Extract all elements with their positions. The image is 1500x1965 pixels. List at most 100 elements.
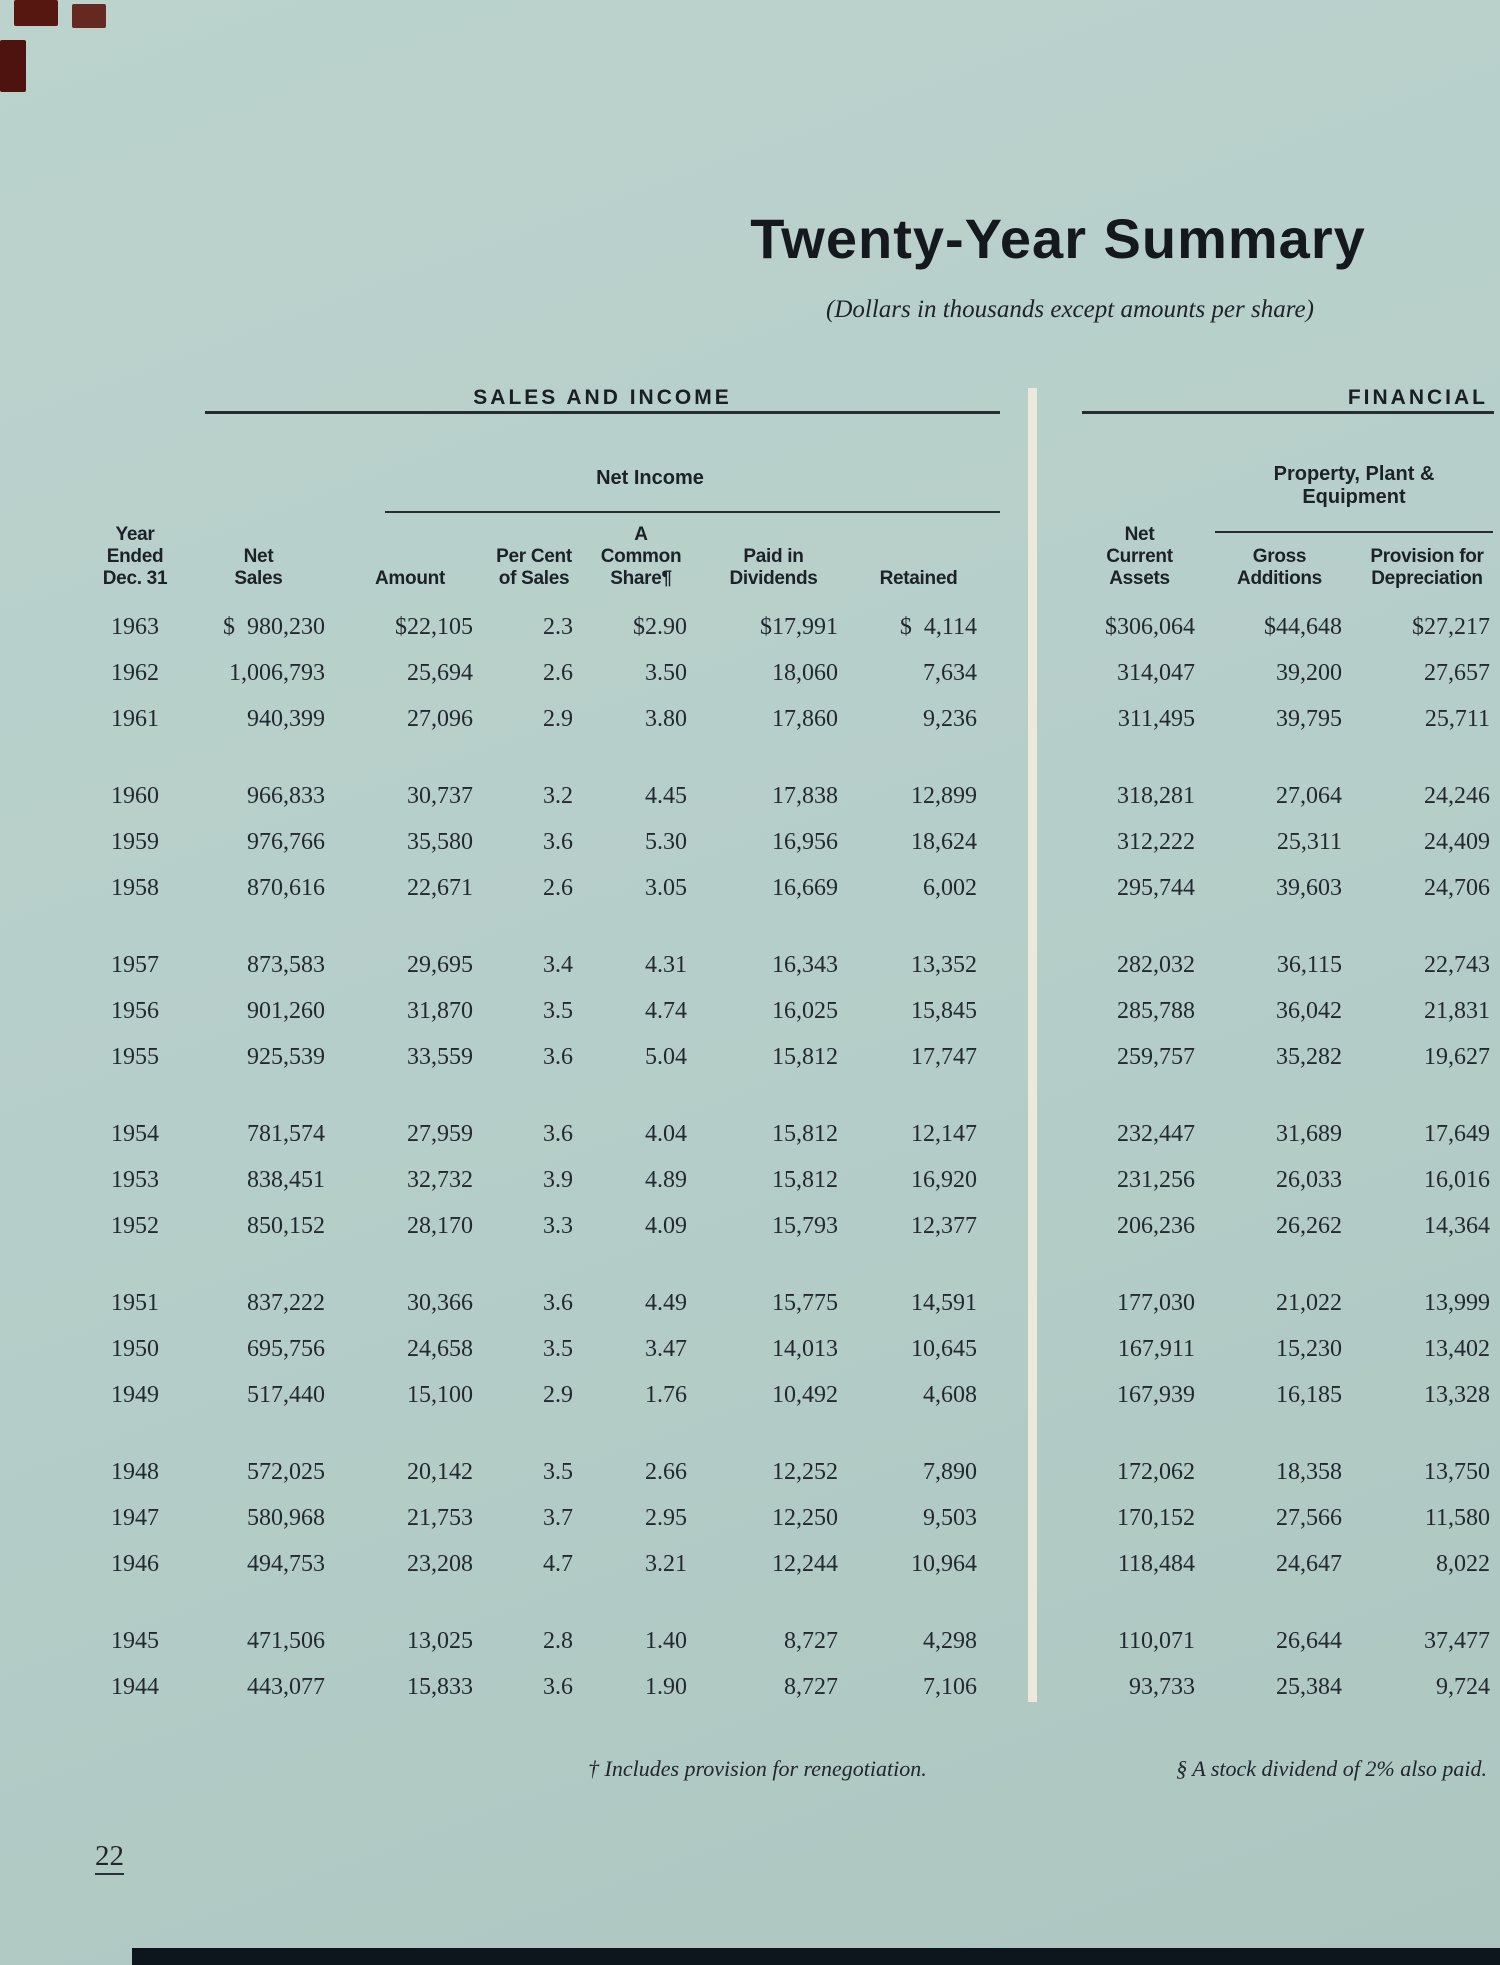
row-group: 1963 $ 980,230 $22,105 2.3 $2.90 $17,991 $ 4,1…: [100, 604, 1490, 742]
cell-amount: 13,025: [407, 1628, 473, 1654]
cell-dividends: $17,991: [760, 614, 838, 640]
col-header-nca: Net Current Assets: [1062, 524, 1195, 590]
cell-gap: [977, 1280, 1062, 1326]
cell-amount: 15,100: [407, 1382, 473, 1408]
cell-share: 3.80: [645, 706, 687, 732]
cell-net_sales: 925,539: [247, 1044, 325, 1070]
cell-year: 1961: [111, 706, 159, 732]
cell-retained: 7,106: [923, 1674, 977, 1700]
cell-pct: 3.2: [543, 783, 573, 809]
table-row: 1963 $ 980,230 $22,105 2.3 $2.90 $17,991 $ 4,1…: [100, 604, 1490, 650]
cell-retained: 4,608: [923, 1382, 977, 1408]
cell-gap: [977, 1326, 1062, 1372]
cell-pct: 3.5: [543, 998, 573, 1024]
table-row: 1944 443,077 15,833 3.6 1.90 8,727 7,106 93,733…: [100, 1664, 1490, 1710]
col-header-line: Ended: [106, 546, 164, 567]
cell-share: 1.76: [645, 1382, 687, 1408]
table-row: 1954 781,574 27,959 3.6 4.04 15,812 12,147 232,…: [100, 1111, 1490, 1157]
cell-pct: 2.3: [543, 614, 573, 640]
cell-year: 1958: [111, 875, 159, 901]
cell-pct: 3.5: [543, 1459, 573, 1485]
cell-provision: 24,246: [1424, 783, 1490, 809]
table-row: 1951 837,222 30,366 3.6 4.49 15,775 14,591 177,…: [100, 1280, 1490, 1326]
cell-provision: 13,402: [1424, 1336, 1490, 1362]
cell-dividends: 15,775: [772, 1290, 838, 1316]
cell-nca: 93,733: [1129, 1674, 1195, 1700]
cell-dividends: 17,860: [772, 706, 838, 732]
cell-net_sales: 494,753: [247, 1551, 325, 1577]
cell-nca: 282,032: [1117, 952, 1195, 978]
cell-retained: 7,634: [923, 660, 977, 686]
cell-year: 1947: [111, 1505, 159, 1531]
cell-retained: 16,920: [911, 1167, 977, 1193]
cell-pct: 3.9: [543, 1167, 573, 1193]
cell-provision: 14,364: [1424, 1213, 1490, 1239]
section-header-sales-and-income: SALES AND INCOME: [473, 386, 732, 409]
sales-section-rule: [205, 411, 1000, 414]
cell-gap: [977, 1618, 1062, 1664]
col-header-line: Gross: [1252, 546, 1307, 567]
col-header-line: Paid in: [743, 546, 804, 567]
cell-provision: 37,477: [1424, 1628, 1490, 1654]
spanning-header-net-income: Net Income: [596, 467, 704, 489]
table-row: 1958 870,616 22,671 2.6 3.05 16,669 6,002 295,7…: [100, 865, 1490, 911]
cell-net_sales: 901,260: [247, 998, 325, 1024]
cell-nca: 167,911: [1117, 1336, 1195, 1362]
col-header-provision: Provision for Depreciation: [1342, 546, 1490, 590]
property-plant-equipment-rule: [1215, 531, 1493, 533]
cell-nca: 110,071: [1117, 1628, 1195, 1654]
table-row: 1962 1,006,793 25,694 2.6 3.50 18,060 7,634 314…: [100, 650, 1490, 696]
table-row: 1946 494,753 23,208 4.7 3.21 12,244 10,964 118,…: [100, 1541, 1490, 1587]
cell-nca: 314,047: [1117, 660, 1195, 686]
cell-provision: 13,999: [1424, 1290, 1490, 1316]
col-header-line: Additions: [1237, 568, 1322, 589]
cell-net_sales: 580,968: [247, 1505, 325, 1531]
cell-share: 5.04: [645, 1044, 687, 1070]
cell-amount: 30,737: [407, 783, 473, 809]
cell-gap: [977, 1541, 1062, 1587]
cell-nca: 259,757: [1117, 1044, 1195, 1070]
cell-gap: [977, 1449, 1062, 1495]
col-header-line: Assets: [1109, 568, 1170, 589]
col-header-line: Per Cent: [496, 546, 572, 567]
cell-amount: 21,753: [407, 1505, 473, 1531]
cell-provision: 25,711: [1424, 706, 1490, 732]
cell-amount: 22,671: [407, 875, 473, 901]
cell-provision: 24,706: [1424, 875, 1490, 901]
table-body: 1963 $ 980,230 $22,105 2.3 $2.90 $17,991 $ 4,1…: [100, 604, 1490, 1741]
cell-year: 1955: [111, 1044, 159, 1070]
ppe-line-2: Equipment: [1302, 486, 1406, 508]
cell-retained: $ 4,114: [899, 614, 977, 640]
col-header-year: Year Ended Dec. 31: [100, 524, 170, 590]
cell-gross: 24,647: [1276, 1551, 1342, 1577]
cell-amount: 25,694: [407, 660, 473, 686]
cell-amount: 33,559: [407, 1044, 473, 1070]
cell-dividends: 16,669: [772, 875, 838, 901]
col-header-line: Common: [600, 546, 682, 567]
cell-amount: 35,580: [407, 829, 473, 855]
cell-nca: $306,064: [1105, 614, 1195, 640]
cell-provision: 17,649: [1424, 1121, 1490, 1147]
cell-year: 1944: [111, 1674, 159, 1700]
cell-net_sales: $ 980,230: [223, 614, 325, 640]
cell-net_sales: 940,399: [247, 706, 325, 732]
cell-gap: [977, 819, 1062, 865]
col-header-line: Provision for: [1370, 546, 1484, 567]
cell-pct: 3.5: [543, 1336, 573, 1362]
scan-artifact-left-edge: [0, 40, 26, 92]
cell-gap: [977, 1157, 1062, 1203]
column-headers: Year Ended Dec. 31 Net Sales Amount Per Cent of…: [100, 514, 1490, 590]
cell-year: 1951: [111, 1290, 159, 1316]
cell-share: 4.09: [645, 1213, 687, 1239]
cell-provision: 21,831: [1424, 998, 1490, 1024]
cell-gap: [977, 1203, 1062, 1249]
cell-gross: 26,262: [1276, 1213, 1342, 1239]
cell-year: 1946: [111, 1551, 159, 1577]
table-row: 1956 901,260 31,870 3.5 4.74 16,025 15,845 285,…: [100, 988, 1490, 1034]
table-row: 1955 925,539 33,559 3.6 5.04 15,812 17,747 259,…: [100, 1034, 1490, 1080]
cell-year: 1960: [111, 783, 159, 809]
col-header-line: Dec. 31: [102, 568, 168, 589]
cell-pct: 3.6: [543, 1290, 573, 1316]
table-row: 1959 976,766 35,580 3.6 5.30 16,956 18,624 312,…: [100, 819, 1490, 865]
cell-gap: [977, 942, 1062, 988]
